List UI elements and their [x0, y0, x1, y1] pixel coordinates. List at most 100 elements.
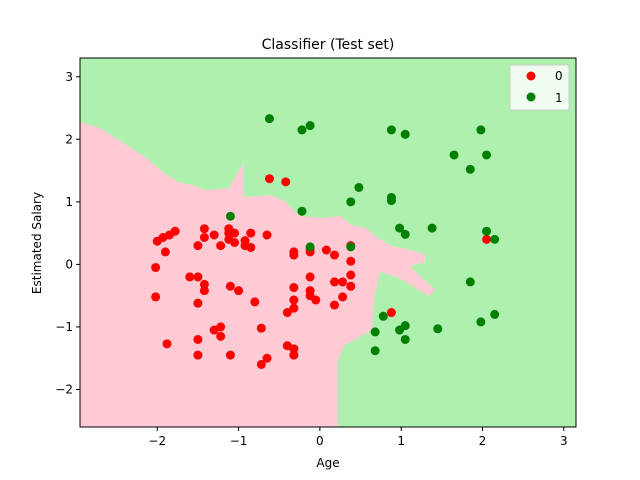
- data-point-class-0: [216, 241, 226, 251]
- data-point-class-0: [289, 295, 299, 305]
- scatter-points: [151, 114, 500, 369]
- data-point-class-0: [250, 297, 260, 307]
- data-point-class-0: [482, 234, 492, 244]
- data-point-class-1: [370, 346, 380, 356]
- data-point-class-0: [199, 232, 209, 242]
- data-point-class-1: [400, 334, 410, 344]
- x-tick-label: −2: [148, 434, 166, 448]
- data-point-class-1: [476, 125, 486, 135]
- y-axis-label: Estimated Salary: [30, 192, 44, 294]
- x-tick-label: 1: [397, 434, 405, 448]
- data-point-class-0: [209, 230, 219, 240]
- data-point-class-1: [386, 196, 396, 206]
- chart-title: Classifier (Test set): [262, 37, 395, 53]
- data-point-class-0: [216, 322, 226, 332]
- data-point-class-0: [246, 243, 256, 253]
- data-point-class-1: [427, 223, 437, 233]
- data-point-class-0: [229, 238, 239, 247]
- x-axis-label: Age: [316, 456, 339, 470]
- data-point-class-1: [400, 229, 410, 239]
- decision-region-0: [80, 122, 436, 427]
- data-point-class-0: [151, 292, 161, 302]
- legend-label-1: 1: [555, 91, 563, 105]
- data-point-class-0: [225, 350, 235, 360]
- data-point-class-0: [199, 286, 209, 296]
- data-point-class-1: [476, 317, 486, 327]
- legend-marker-0: [526, 71, 536, 81]
- data-point-class-0: [305, 272, 315, 282]
- x-tick-label: 0: [316, 434, 324, 448]
- data-point-class-0: [225, 281, 235, 291]
- data-point-class-0: [234, 286, 244, 296]
- y-tick-label: 2: [65, 132, 73, 146]
- decision-region-1-patch: [420, 162, 442, 174]
- data-point-class-1: [297, 125, 307, 135]
- data-point-class-0: [193, 272, 203, 282]
- decision-region-1-patch: [384, 236, 390, 244]
- data-point-class-0: [346, 270, 356, 280]
- data-point-class-1: [354, 182, 364, 192]
- data-point-class-0: [256, 359, 266, 369]
- data-point-class-1: [449, 150, 459, 160]
- data-point-class-1: [305, 242, 315, 252]
- data-point-class-1: [346, 242, 356, 252]
- data-point-class-1: [400, 129, 410, 139]
- y-tick-label: −2: [55, 382, 73, 396]
- legend-box: [509, 64, 570, 111]
- data-point-class-1: [465, 164, 475, 174]
- data-point-class-0: [338, 292, 348, 302]
- data-point-class-0: [289, 344, 299, 354]
- data-point-class-1: [482, 150, 492, 160]
- plot-frame: [79, 57, 577, 428]
- data-point-class-0: [256, 323, 266, 333]
- data-point-class-0: [193, 334, 203, 344]
- data-point-class-1: [482, 226, 492, 236]
- data-point-class-1: [490, 309, 500, 319]
- data-point-class-0: [289, 250, 299, 260]
- x-tick-label: 2: [479, 434, 487, 448]
- data-point-class-0: [199, 279, 209, 289]
- data-point-class-1: [395, 223, 405, 233]
- data-point-class-1: [264, 114, 274, 124]
- data-point-class-1: [433, 324, 443, 334]
- data-point-class-1: [370, 327, 380, 337]
- data-point-class-0: [262, 353, 272, 363]
- data-point-class-1: [297, 206, 307, 216]
- data-point-class-0: [330, 250, 340, 260]
- data-point-class-0: [282, 308, 292, 318]
- x-tick-label: −1: [230, 434, 248, 448]
- data-point-class-1: [386, 125, 396, 135]
- data-point-class-1: [346, 197, 356, 207]
- data-point-class-1: [378, 311, 388, 321]
- data-point-class-0: [240, 236, 250, 246]
- data-point-class-0: [160, 247, 170, 257]
- y-tick-label: −1: [55, 320, 73, 334]
- data-point-class-0: [281, 177, 291, 187]
- x-axis: −2 −1 0 1 2 3: [148, 427, 568, 448]
- data-point-class-0: [162, 339, 172, 349]
- y-axis: −2 −1 0 1 2 3: [55, 70, 80, 396]
- x-tick-label: 3: [560, 434, 568, 448]
- data-point-class-1: [225, 211, 235, 221]
- legend-marker-1: [526, 92, 536, 102]
- data-point-class-0: [193, 298, 203, 308]
- data-point-class-0: [216, 331, 226, 341]
- data-point-class-0: [338, 277, 348, 287]
- data-point-class-0: [289, 303, 299, 313]
- legend-label-0: 0: [555, 69, 563, 83]
- decision-region-0-patch: [208, 188, 228, 194]
- data-point-class-0: [170, 226, 180, 236]
- data-point-class-0: [229, 228, 239, 238]
- data-point-class-0: [193, 350, 203, 360]
- data-point-class-0: [330, 277, 340, 287]
- data-point-class-0: [321, 245, 331, 255]
- data-point-class-0: [346, 256, 356, 266]
- data-point-class-1: [490, 234, 500, 244]
- data-point-class-1: [395, 325, 405, 335]
- y-tick-label: 1: [65, 195, 73, 209]
- data-point-class-1: [465, 277, 475, 287]
- data-point-class-1: [305, 121, 315, 131]
- data-point-class-0: [311, 295, 321, 305]
- data-point-class-0: [346, 281, 356, 291]
